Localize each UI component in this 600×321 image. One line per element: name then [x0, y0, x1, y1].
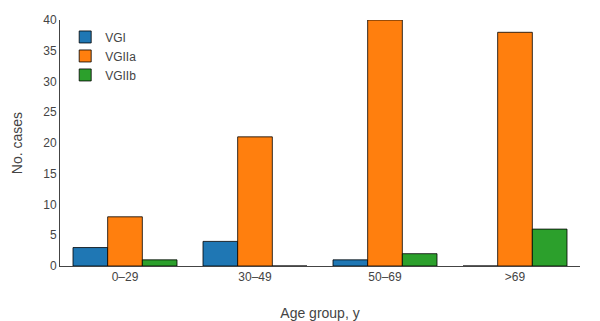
svg-text:No. cases: No. cases [9, 112, 25, 174]
svg-text:10: 10 [43, 198, 57, 212]
svg-text:0: 0 [50, 259, 57, 273]
svg-text:VGIIa: VGIIa [105, 50, 136, 64]
svg-text:>69: >69 [505, 270, 526, 284]
svg-text:30–49: 30–49 [238, 270, 272, 284]
svg-text:40: 40 [43, 13, 57, 27]
svg-text:5: 5 [50, 228, 57, 242]
svg-text:VGIIb: VGIIb [105, 69, 136, 83]
svg-text:VGI: VGI [105, 31, 126, 45]
svg-text:50–69: 50–69 [368, 270, 402, 284]
svg-text:25: 25 [43, 105, 57, 119]
svg-text:30: 30 [43, 75, 57, 89]
svg-text:20: 20 [43, 136, 57, 150]
svg-text:35: 35 [43, 44, 57, 58]
svg-text:15: 15 [43, 167, 57, 181]
svg-text:0–29: 0–29 [112, 270, 139, 284]
svg-text:Age group, y: Age group, y [280, 305, 359, 321]
